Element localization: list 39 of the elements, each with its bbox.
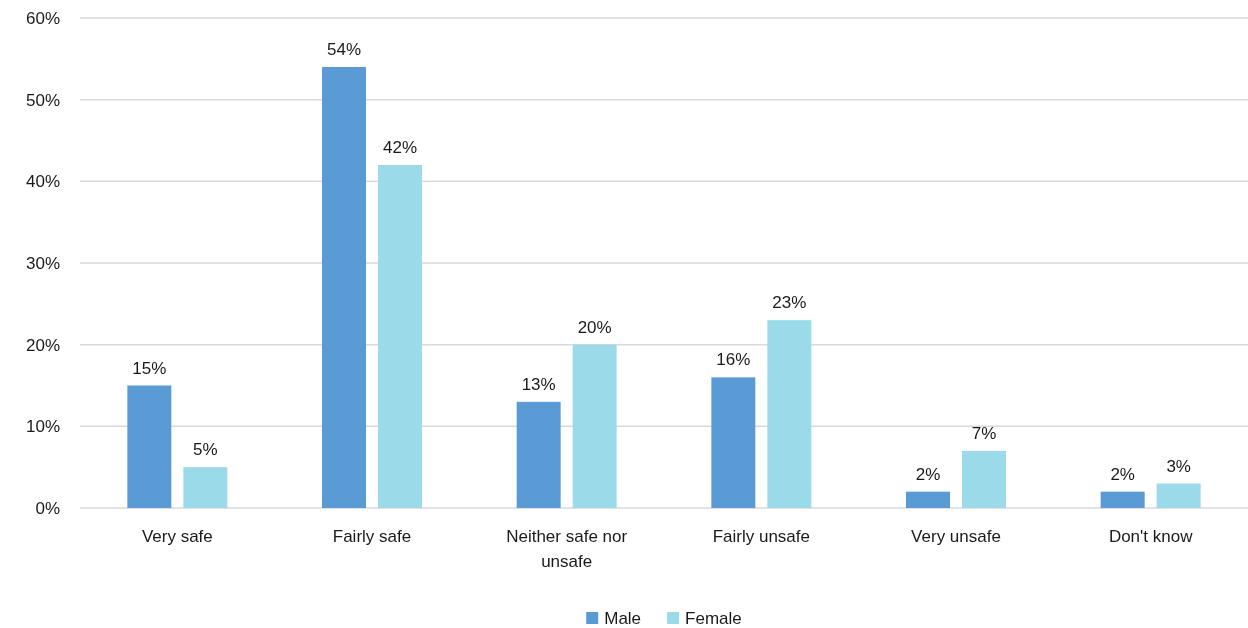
y-tick-label: 30% (25, 253, 60, 273)
x-tick-label: Very safe (141, 527, 213, 546)
x-tick-label: Neither safe nor unsafe (506, 527, 628, 571)
data-label: 20% (577, 317, 612, 337)
y-tick-label: 20% (25, 335, 60, 355)
bar (711, 377, 756, 508)
legend-label: Male (604, 609, 642, 628)
data-label: 3% (1166, 456, 1191, 476)
bar (962, 450, 1006, 508)
bar (1156, 483, 1201, 508)
data-label: 15% (132, 358, 167, 378)
y-tick-label: 50% (25, 90, 60, 110)
x-tick-label: Fairly safe (332, 527, 412, 546)
bar (767, 320, 812, 508)
data-label: 54% (326, 40, 362, 59)
bar (906, 491, 950, 508)
legend-label: Female (685, 609, 742, 628)
bar (127, 385, 172, 508)
data-label: 16% (716, 350, 751, 370)
x-tick-label: Don't know (1108, 527, 1194, 546)
x-tick-label: Very unsafe (911, 527, 1001, 546)
data-label: 23% (772, 293, 807, 313)
bar (572, 344, 617, 508)
bar (516, 401, 561, 508)
bar (378, 165, 422, 508)
data-label: 13% (521, 374, 556, 394)
x-tick-label: Fairly unsafe (712, 527, 810, 546)
bar (183, 467, 228, 508)
data-label: 7% (971, 423, 997, 443)
y-tick-label: 60% (25, 8, 60, 28)
y-tick-label: 40% (25, 172, 60, 192)
data-label: 5% (193, 440, 218, 460)
y-tick-label: 10% (25, 417, 60, 437)
y-tick-label: 0% (35, 498, 60, 518)
data-label: 42% (382, 138, 418, 157)
data-label: 2% (915, 464, 941, 484)
data-label: 2% (1110, 464, 1135, 484)
bar (322, 67, 366, 508)
bar (1100, 491, 1145, 508)
